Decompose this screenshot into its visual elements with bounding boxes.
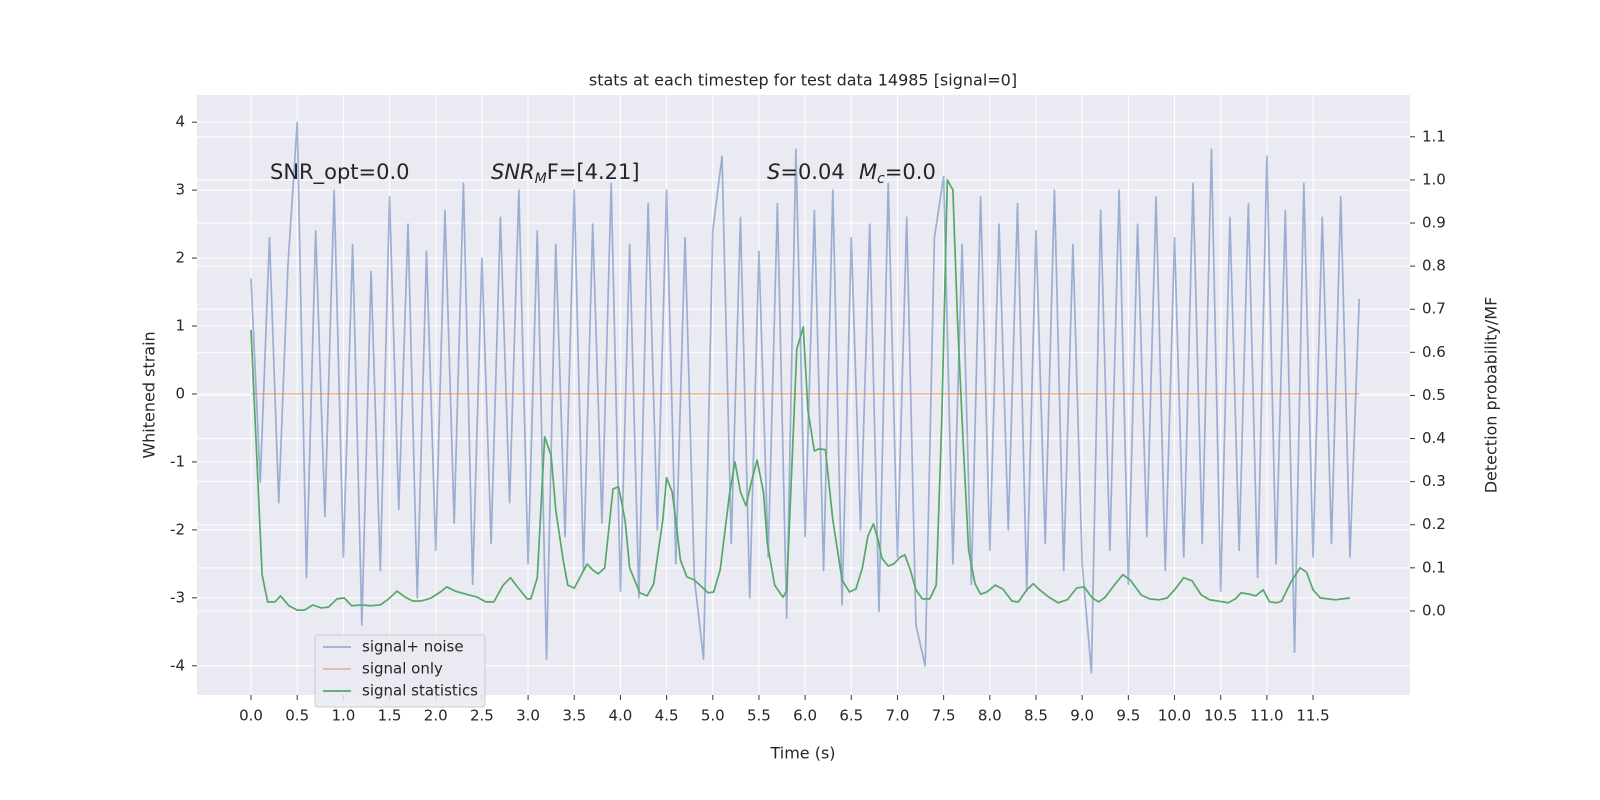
annotation-text: =0.04 — [780, 160, 844, 184]
x-tick-label: 5.5 — [747, 707, 771, 725]
x-tick-label: 4.0 — [608, 707, 632, 725]
legend-box — [314, 634, 486, 708]
x-tick-label: 9.5 — [1116, 707, 1140, 725]
annotations: SNR_opt=0.0 SNRMF=[4.21] S=0.04 Mc=0.0 — [270, 160, 936, 187]
x-tick-label: 1.0 — [331, 707, 355, 725]
y-tick-label: 0 — [175, 384, 185, 402]
annotation-math: SNR — [491, 160, 535, 184]
annotation: Mc=0.0 — [859, 160, 936, 187]
x-tick-label: 3.0 — [516, 707, 540, 725]
legend-label: signal only — [362, 660, 443, 678]
x-tick-label: 8.5 — [1024, 707, 1048, 725]
annotation-sub: M — [535, 171, 547, 187]
x-tick-label: 11.5 — [1296, 707, 1329, 725]
legend: signal+ noise signal only signal statistic… — [314, 634, 486, 708]
grid — [197, 95, 1410, 695]
annotation-text: SNR_opt=0.0 — [270, 160, 410, 185]
annotation-math: S — [767, 160, 780, 184]
x-tick-label: 0.5 — [285, 707, 309, 725]
y-tick-label: -4 — [170, 656, 185, 674]
axes: 0.0 0.5 1.0 1.5 2.0 2.5 3.0 3.5 4.0 4.5 5.0 5.5 6.0 6… — [170, 113, 1446, 725]
annotation-sub: c — [877, 171, 885, 187]
x-tick-label: 8.0 — [978, 707, 1002, 725]
x-tick-label: 4.5 — [655, 707, 679, 725]
y2-tick-label: 0.0 — [1422, 601, 1446, 619]
x-tick-label: 7.0 — [886, 707, 910, 725]
x-tick-label: 7.5 — [932, 707, 956, 725]
y-tick-label: 2 — [175, 249, 185, 267]
x-tick-label: 11.0 — [1250, 707, 1283, 725]
y2-tick-label: 0.2 — [1422, 515, 1446, 533]
x-tick-label: 2.5 — [470, 707, 494, 725]
x-tick-label: 6.0 — [793, 707, 817, 725]
legend-label: signal+ noise — [362, 638, 464, 656]
y-tick-label: -1 — [170, 452, 185, 470]
y-tick-label: -2 — [170, 520, 185, 538]
y-tick-label: -3 — [170, 588, 185, 606]
y-tick-label: 4 — [175, 113, 185, 131]
x-tick-label: 6.5 — [839, 707, 863, 725]
y2-axis-label: Detection probability/MF — [1482, 297, 1501, 494]
y-tick-label: 3 — [175, 181, 185, 199]
x-axis-label: Time (s) — [769, 744, 835, 763]
y2-tick-label: 1.1 — [1422, 127, 1446, 145]
chart-title: stats at each timestep for test data 149… — [589, 71, 1017, 90]
series-line — [250, 179, 1351, 611]
x-tick-label: 10.0 — [1158, 707, 1191, 725]
y-axis-label: Whitened strain — [140, 331, 159, 458]
annotation-text: F=[4.21] — [547, 160, 640, 184]
series-line — [250, 121, 1361, 674]
annotation: SNR_opt=0.0 — [270, 160, 410, 185]
annotation: SNRMF=[4.21] — [491, 160, 640, 187]
x-tick-label: 5.0 — [701, 707, 725, 725]
x-tick-label: 9.0 — [1070, 707, 1094, 725]
marks — [250, 121, 1361, 674]
y2-tick-label: 0.1 — [1422, 558, 1446, 576]
y2-tick-label: 0.7 — [1422, 300, 1446, 318]
y2-tick-label: 0.9 — [1422, 214, 1446, 232]
x-tick-label: 10.5 — [1204, 707, 1237, 725]
y2-tick-label: 0.3 — [1422, 472, 1446, 490]
annotation: S=0.04 — [767, 160, 845, 184]
legend-label: signal statistics — [362, 682, 478, 700]
y2-tick-label: 0.5 — [1422, 386, 1446, 404]
y2-tick-label: 0.8 — [1422, 257, 1446, 275]
x-tick-label: 0.0 — [239, 707, 263, 725]
y2-tick-label: 0.4 — [1422, 429, 1446, 447]
x-tick-label: 3.5 — [562, 707, 586, 725]
x-tick-label: 2.0 — [424, 707, 448, 725]
annotation-math: M — [859, 160, 877, 184]
y-tick-label: 1 — [175, 317, 185, 335]
annotation-text: =0.0 — [885, 160, 936, 184]
y2-tick-label: 1.0 — [1422, 170, 1446, 188]
y2-tick-label: 0.6 — [1422, 343, 1446, 361]
x-tick-label: 1.5 — [378, 707, 402, 725]
